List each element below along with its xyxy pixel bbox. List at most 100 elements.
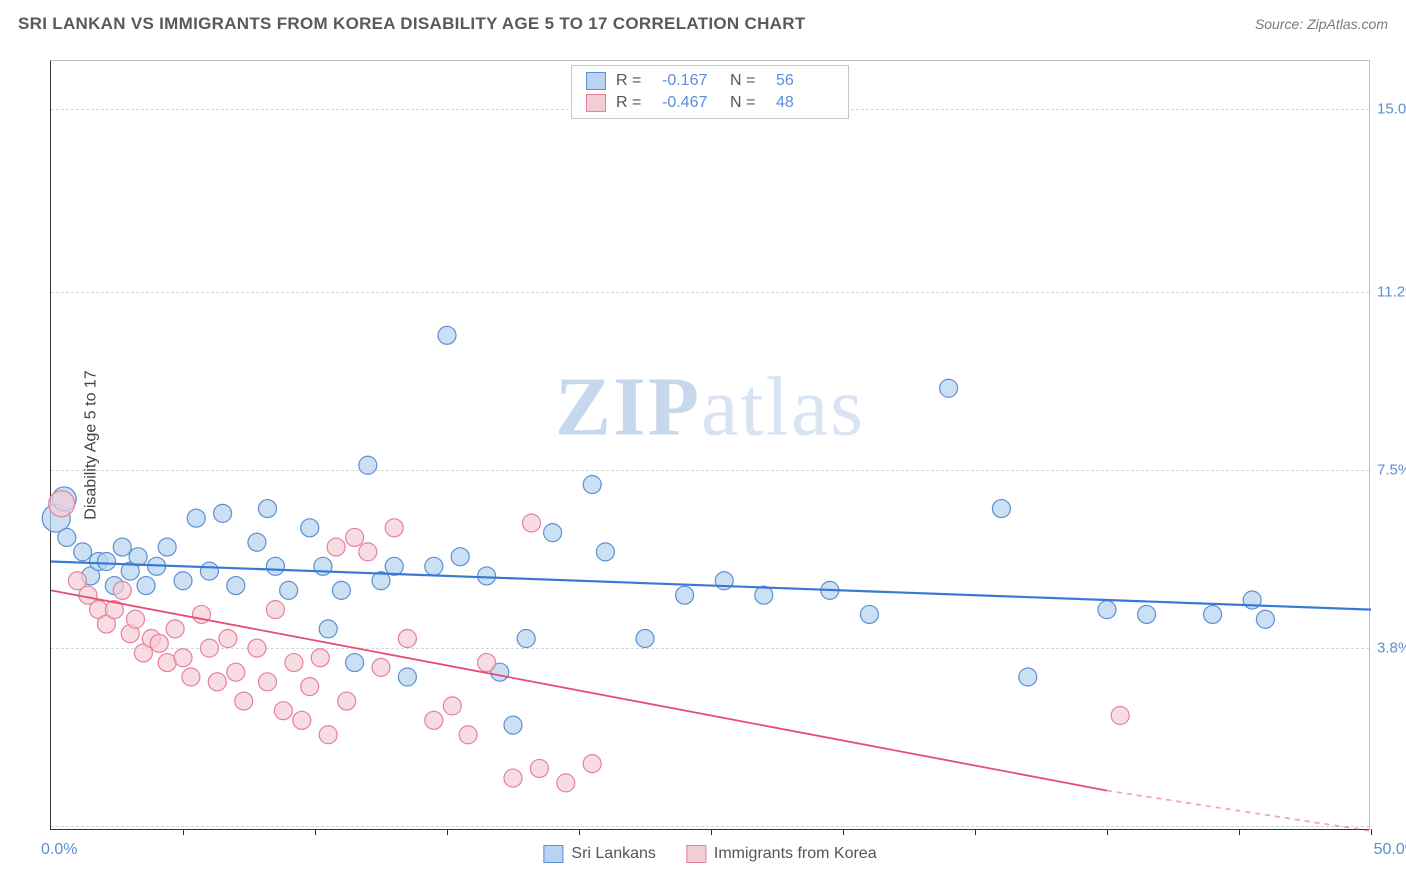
legend-n-label: N =: [730, 94, 766, 112]
plot-area: ZIPatlas Disability Age 5 to 17 R = -0.1…: [50, 60, 1370, 830]
scatter-point: [158, 654, 176, 672]
scatter-point: [1019, 668, 1037, 686]
regression-line: [51, 562, 1371, 610]
chart-source: Source: ZipAtlas.com: [1255, 16, 1388, 32]
scatter-point: [200, 639, 218, 657]
scatter-point: [150, 634, 168, 652]
scatter-point: [478, 654, 496, 672]
regression-line-dashed: [1107, 791, 1371, 831]
scatter-point: [459, 726, 477, 744]
legend-swatch-blue: [543, 845, 563, 863]
legend-n-value-1: 56: [776, 72, 834, 90]
scatter-point: [557, 774, 575, 792]
scatter-point: [248, 639, 266, 657]
scatter-point: [280, 581, 298, 599]
scatter-point: [1204, 605, 1222, 623]
chart-header: SRI LANKAN VS IMMIGRANTS FROM KOREA DISA…: [18, 14, 1388, 34]
scatter-point: [1098, 601, 1116, 619]
chart-title: SRI LANKAN VS IMMIGRANTS FROM KOREA DISA…: [18, 14, 806, 34]
scatter-point: [398, 668, 416, 686]
scatter-point: [219, 630, 237, 648]
scatter-point: [174, 649, 192, 667]
scatter-point: [517, 630, 535, 648]
scatter-point: [311, 649, 329, 667]
legend-label-sri-lankans: Sri Lankans: [571, 845, 656, 863]
scatter-point: [332, 581, 350, 599]
scatter-point: [266, 601, 284, 619]
scatter-point: [940, 379, 958, 397]
scatter-point: [583, 476, 601, 494]
scatter-point: [359, 456, 377, 474]
x-tick: [183, 829, 184, 835]
y-tick-label: 15.0%: [1377, 101, 1406, 118]
legend-r-value-2: -0.467: [662, 94, 720, 112]
scatter-point: [583, 755, 601, 773]
scatter-point: [443, 697, 461, 715]
legend-label-korea: Immigrants from Korea: [714, 845, 877, 863]
scatter-point: [258, 673, 276, 691]
legend-r-value-1: -0.167: [662, 72, 720, 90]
scatter-point: [126, 610, 144, 628]
scatter-point: [478, 567, 496, 585]
scatter-point: [372, 658, 390, 676]
scatter-point: [1256, 610, 1274, 628]
scatter-point: [97, 553, 115, 571]
legend-n-value-2: 48: [776, 94, 834, 112]
legend-item-sri-lankans: Sri Lankans: [543, 845, 656, 863]
chart-svg: [51, 61, 1369, 829]
plot-inner: ZIPatlas Disability Age 5 to 17 R = -0.1…: [50, 61, 1369, 830]
legend-stats: R = -0.167 N = 56 R = -0.467 N = 48: [571, 65, 849, 119]
scatter-point: [258, 500, 276, 518]
x-tick: [447, 829, 448, 835]
scatter-point: [676, 586, 694, 604]
legend-swatch-blue: [586, 72, 606, 90]
scatter-point: [359, 543, 377, 561]
scatter-point: [338, 692, 356, 710]
scatter-point: [319, 726, 337, 744]
scatter-point: [113, 538, 131, 556]
scatter-point: [596, 543, 614, 561]
y-tick-label: 11.2%: [1377, 284, 1406, 301]
x-tick: [315, 829, 316, 835]
scatter-point: [425, 711, 443, 729]
legend-stats-row-1: R = -0.167 N = 56: [586, 70, 834, 92]
scatter-point: [319, 620, 337, 638]
legend-swatch-pink: [586, 94, 606, 112]
x-tick: [711, 829, 712, 835]
x-tick: [975, 829, 976, 835]
scatter-point: [636, 630, 654, 648]
scatter-point: [49, 491, 75, 517]
scatter-point: [544, 524, 562, 542]
scatter-point: [1138, 605, 1156, 623]
scatter-point: [187, 509, 205, 527]
scatter-point: [266, 557, 284, 575]
scatter-point: [227, 577, 245, 595]
scatter-point: [438, 326, 456, 344]
scatter-point: [158, 538, 176, 556]
scatter-point: [285, 654, 303, 672]
scatter-point: [301, 519, 319, 537]
scatter-point: [301, 678, 319, 696]
scatter-point: [174, 572, 192, 590]
scatter-point: [293, 711, 311, 729]
y-tick-label: 7.5%: [1377, 462, 1406, 479]
scatter-point: [227, 663, 245, 681]
scatter-point: [137, 577, 155, 595]
scatter-point: [58, 528, 76, 546]
scatter-point: [200, 562, 218, 580]
x-axis-max-label: 50.0%: [1374, 841, 1406, 859]
scatter-point: [504, 769, 522, 787]
legend-stats-row-2: R = -0.467 N = 48: [586, 92, 834, 114]
legend-r-label: R =: [616, 94, 652, 112]
legend-n-label: N =: [730, 72, 766, 90]
scatter-point: [1111, 707, 1129, 725]
scatter-point: [113, 581, 131, 599]
scatter-point: [425, 557, 443, 575]
scatter-point: [346, 528, 364, 546]
scatter-point: [385, 519, 403, 537]
scatter-point: [208, 673, 226, 691]
scatter-point: [385, 557, 403, 575]
legend-swatch-pink: [686, 845, 706, 863]
scatter-point: [755, 586, 773, 604]
scatter-point: [214, 504, 232, 522]
